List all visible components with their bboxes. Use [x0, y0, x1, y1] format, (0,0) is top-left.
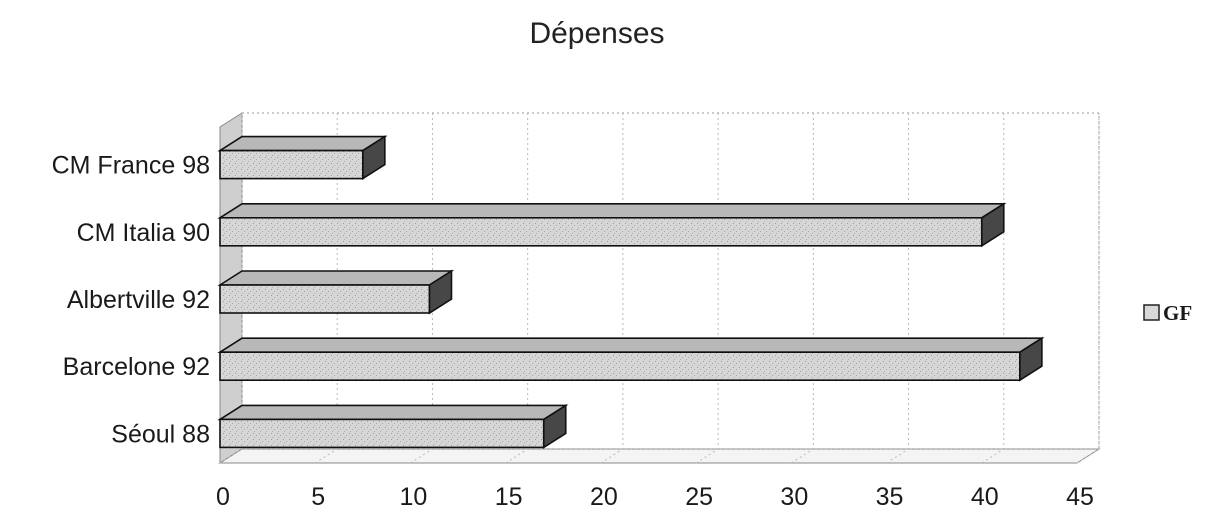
bar-front	[219, 284, 431, 314]
x-tick-label: 40	[971, 483, 999, 510]
bar-side	[428, 269, 453, 315]
x-tick-label: 45	[1066, 483, 1094, 510]
legend: GF	[1143, 301, 1192, 325]
floor-gridline	[1076, 448, 1100, 464]
floor-gridline	[600, 448, 624, 464]
category-label: Barcelone 92	[63, 353, 210, 381]
x-tick-label: 5	[311, 483, 325, 510]
bar-front	[219, 351, 1021, 382]
x-tick-label: 30	[780, 483, 808, 510]
legend-swatch	[1143, 304, 1160, 321]
category-labels: CM France 98 CM Italia 90 Albertville 92 Ba…	[52, 152, 210, 449]
x-tick-label: 20	[590, 483, 618, 510]
bar	[217, 202, 1007, 248]
floor-gridline	[886, 448, 909, 464]
floor-gridline	[314, 448, 338, 464]
bar-side	[980, 202, 1005, 248]
bar-side	[362, 135, 386, 181]
bar-front	[219, 149, 364, 180]
back-wall	[241, 112, 1100, 450]
floor-gridline	[410, 448, 433, 464]
bar	[217, 269, 455, 315]
category-label: Albertville 92	[67, 286, 210, 314]
floor-gridline	[219, 448, 243, 464]
bar-front	[219, 418, 545, 449]
bar-top	[217, 337, 1045, 354]
bar-front	[219, 217, 983, 247]
bar-top	[217, 404, 569, 421]
bars	[217, 135, 1045, 449]
floor-gridline	[981, 448, 1005, 464]
x-tick-label: 35	[876, 483, 904, 510]
bar-top	[217, 270, 455, 286]
category-label: CM France 98	[52, 152, 210, 180]
x-tick-label: 25	[685, 483, 713, 510]
x-tick-label: 15	[495, 483, 523, 510]
legend-label: GF	[1163, 301, 1192, 325]
bar	[217, 403, 569, 449]
floor-gridline	[505, 448, 528, 464]
floor-gridline	[791, 448, 814, 464]
x-tick-label: 10	[400, 483, 428, 510]
category-label: CM Italia 90	[77, 219, 210, 247]
bar	[217, 336, 1045, 382]
floor	[218, 448, 1101, 464]
x-axis-ticks: 0 5 10 15 20 25 30 35 40 45	[216, 483, 1094, 510]
x-tick-label: 0	[216, 483, 230, 510]
bar-side	[1019, 336, 1043, 382]
bar-top	[217, 203, 1007, 219]
bar	[217, 135, 388, 181]
bar-side	[542, 403, 567, 449]
floor-gridline	[695, 448, 719, 464]
chart-title: Dépenses	[529, 17, 664, 50]
category-label: Séoul 88	[111, 420, 210, 448]
bar-top	[217, 135, 388, 152]
